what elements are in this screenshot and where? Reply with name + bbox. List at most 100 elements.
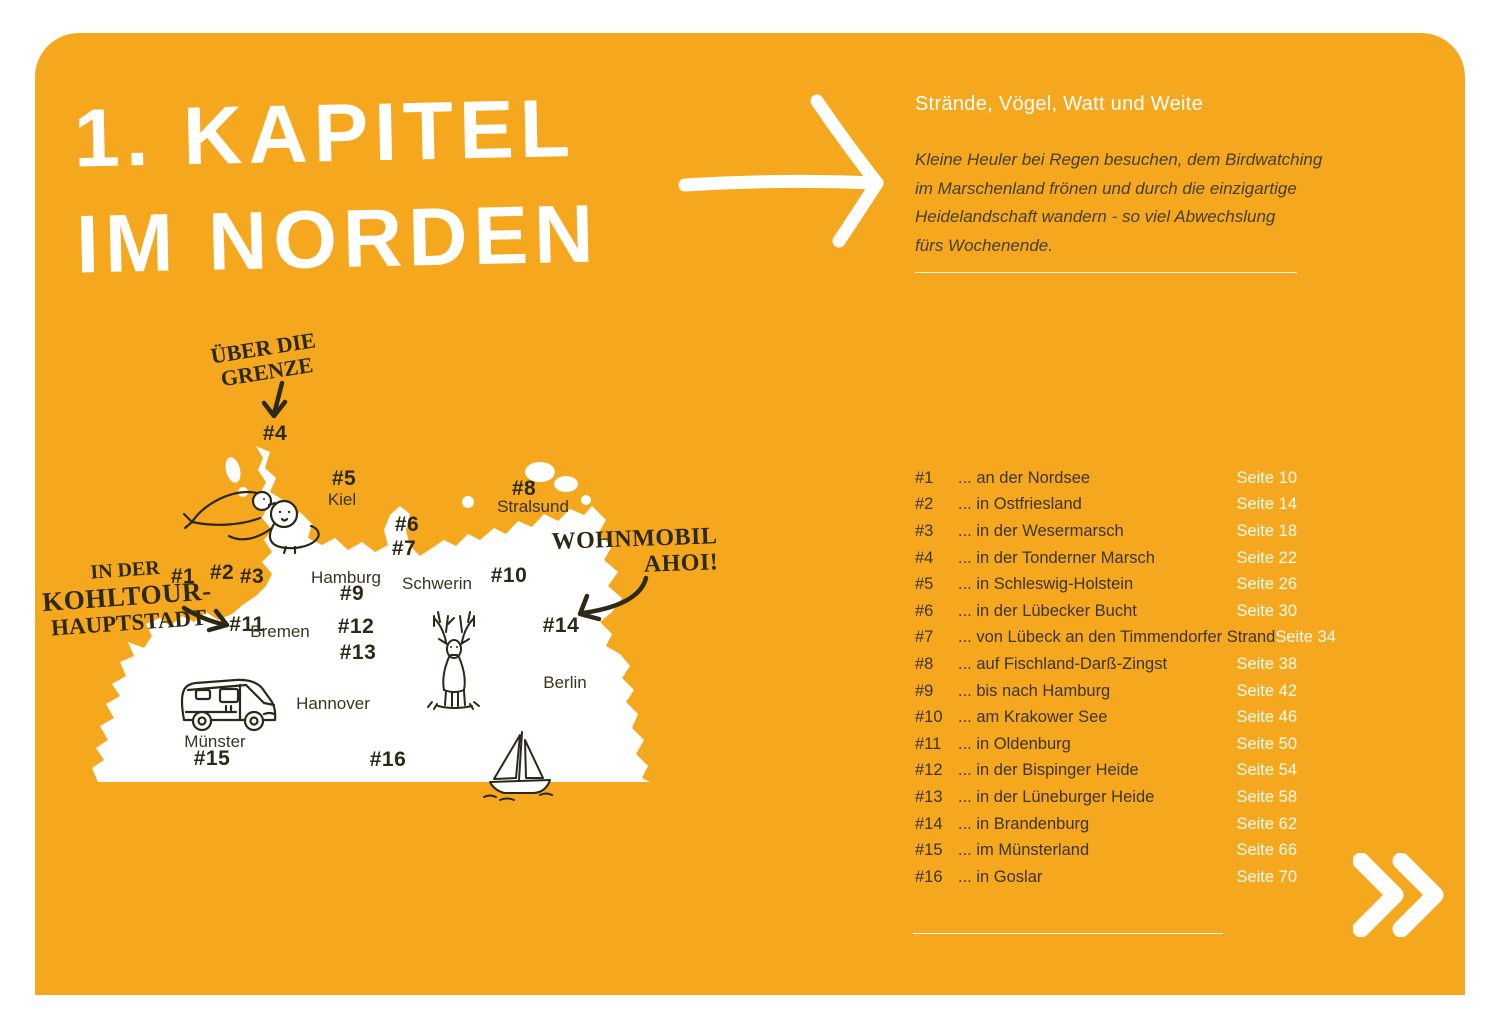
toc-entry-number: #7 — [915, 628, 934, 647]
toc-entry-label: ... in Brandenburg — [958, 814, 1090, 833]
sailboat-illustration — [483, 731, 553, 801]
map-marker-12: #12 — [337, 615, 375, 638]
map-marker-4: #4 — [262, 422, 288, 445]
toc-entry-number: #10 — [915, 708, 943, 727]
map-city-kiel: Kiel — [327, 490, 357, 509]
toc-entry-label: ... in der Lüneburger Heide — [958, 787, 1155, 806]
toc-entry-label: ... in Oldenburg — [958, 734, 1071, 753]
toc-entry-page: Seite 66 — [1236, 841, 1297, 860]
annotation-wohnmobil-ahoi: WOHNMOBIL AHOI! — [551, 523, 719, 578]
map-city-hannover: Hannover — [296, 694, 370, 713]
toc-row: #2 ... in Ostfriesland Seite 14 — [915, 492, 1297, 519]
map-city-stralsund: Stralsund — [497, 497, 569, 516]
map-marker-14: #14 — [542, 614, 580, 637]
toc-entry-page: Seite 54 — [1236, 761, 1297, 780]
toc-entry-label: ... auf Fischland-Darß-Zingst — [958, 654, 1168, 673]
down-arrow-icon — [261, 380, 288, 419]
intro-heading: Strände, Vögel, Watt und Weite — [915, 93, 1204, 115]
arrow-right-icon — [678, 94, 884, 248]
toc-entry-page: Seite 50 — [1236, 734, 1297, 753]
toc-entry-label: ... von Lübeck an den Timmendorfer Stran… — [958, 628, 1276, 647]
map-marker-3: #3 — [239, 565, 265, 588]
toc-entry-number: #14 — [915, 814, 943, 833]
map-marker-5: #5 — [331, 467, 357, 490]
page-title-line1: 1. KAPITEL — [72, 82, 577, 185]
toc-entry-number: #5 — [915, 575, 934, 594]
toc-entry-page: Seite 70 — [1236, 867, 1297, 886]
intro-text-line: fürs Wochenende. — [915, 235, 1053, 255]
map-marker-2: #2 — [209, 561, 235, 584]
toc-entry-label: ... bis nach Hamburg — [958, 681, 1111, 700]
toc-row: #8 ... auf Fischland-Darß-Zingst Seite 38 — [915, 651, 1297, 678]
map-marker-16: #16 — [369, 748, 407, 771]
toc-row: #14 ... in Brandenburg Seite 62 — [915, 811, 1297, 838]
toc-entry-number: #11 — [915, 734, 942, 753]
toc-row: #4 ... in der Tonderner Marsch Seite 22 — [915, 545, 1297, 572]
annotation-kohltour-hauptstadt: IN DER KOHLTOUR- HAUPTSTADT — [41, 556, 213, 641]
toc-entry-page: Seite 34 — [1275, 628, 1336, 647]
map-city-berlin: Berlin — [543, 673, 587, 692]
annotation-ueber-die-grenze: ÜBER DIE GRENZE — [208, 327, 318, 391]
toc-entry-number: #6 — [915, 601, 934, 620]
map-marker-11: #11 — [229, 613, 265, 636]
toc-entry-label: ... in Schleswig-Holstein — [958, 575, 1134, 594]
map-city-bremen: Bremen — [250, 622, 310, 641]
toc-entry-number: #12 — [915, 761, 943, 780]
toc-entry-number: #4 — [915, 548, 934, 567]
toc-entry-page: Seite 30 — [1236, 601, 1297, 620]
toc-entry-number: #2 — [915, 495, 934, 514]
double-chevron-icon[interactable] — [1353, 853, 1445, 937]
toc-entry-page: Seite 26 — [1236, 575, 1297, 594]
toc-entry-number: #13 — [915, 787, 943, 806]
toc-entry-number: #3 — [915, 521, 934, 540]
map-city-muenster: Münster — [184, 732, 246, 751]
toc-entry-label: ... in der Tonderner Marsch — [958, 548, 1155, 567]
toc-entry-page: Seite 58 — [1236, 787, 1297, 806]
toc-row: #11 ... in Oldenburg Seite 50 — [915, 731, 1297, 758]
toc-entry-number: #15 — [915, 841, 943, 860]
map-marker-6: #6 — [394, 513, 420, 536]
map-city-hamburg: Hamburg — [311, 568, 381, 587]
intro-text-line: im Marschenland frönen und durch die ein… — [915, 178, 1297, 198]
germany-map — [92, 446, 650, 801]
seal-illustration — [182, 490, 320, 555]
map-marker-1: #1 — [170, 565, 196, 588]
toc-entry-label: ... in der Lübecker Bucht — [958, 601, 1137, 620]
toc-entry-page: Seite 38 — [1236, 654, 1297, 673]
toc-row: #16 ... in Goslar Seite 70 — [915, 864, 1297, 891]
page-title-line2: IM NORDEN — [75, 188, 601, 291]
map-marker-7: #7 — [391, 537, 417, 560]
toc-entry-page: Seite 46 — [1236, 708, 1297, 727]
toc-row: #13 ... in der Lüneburger Heide Seite 58 — [915, 784, 1297, 811]
toc-entry-label: ... im Münsterland — [958, 841, 1090, 860]
toc-row: #9 ... bis nach Hamburg Seite 42 — [915, 678, 1297, 705]
page-title: 1. KAPITEL IM NORDEN — [73, 76, 601, 299]
toc-entry-number: #9 — [915, 681, 934, 700]
map-marker-9: #9 — [339, 582, 365, 605]
map-marker-10: #10 — [490, 564, 528, 587]
map-city-schwerin: Schwerin — [402, 574, 472, 593]
toc-entry-label: ... am Krakower See — [958, 708, 1108, 727]
toc-entry-label: ... in der Wesermarsch — [958, 521, 1124, 540]
toc-row: #7 ... von Lübeck an den Timmendorfer Str… — [915, 625, 1336, 652]
camper-van-illustration — [180, 678, 277, 732]
deer-illustration — [427, 611, 480, 710]
toc-row: #3 ... in der Wesermarsch Seite 18 — [915, 518, 1297, 545]
toc-entry-number: #8 — [915, 654, 934, 673]
toc-entry-label: ... in Goslar — [958, 867, 1043, 886]
map-marker-13: #13 — [339, 641, 377, 664]
toc-entry-page: Seite 62 — [1236, 814, 1297, 833]
toc-entry-label: ... an der Nordsee — [958, 468, 1091, 487]
intro-block: Strände, Vögel, Watt und Weite Kleine He… — [915, 93, 1323, 260]
intro-text-line: Kleine Heuler bei Regen besuchen, dem Bi… — [915, 150, 1323, 169]
toc-row: #12 ... in der Bispinger Heide Seite 54 — [915, 758, 1297, 785]
toc-row: #15 ... im Münsterland Seite 66 — [915, 837, 1297, 864]
toc-entry-label: ... in Ostfriesland — [958, 495, 1082, 514]
toc-entry-number: #16 — [915, 867, 943, 886]
toc-entry-number: #1 — [915, 468, 934, 487]
toc-entry-label: ... in der Bispinger Heide — [958, 761, 1139, 780]
toc-entry-page: Seite 42 — [1236, 681, 1297, 700]
toc-entry-page: Seite 14 — [1236, 495, 1297, 514]
toc-row: #1 ... an der Nordsee Seite 10 — [915, 465, 1297, 492]
chapter-card: 1. KAPITEL IM NORDEN Strände, Vögel, Wat… — [35, 33, 1465, 995]
